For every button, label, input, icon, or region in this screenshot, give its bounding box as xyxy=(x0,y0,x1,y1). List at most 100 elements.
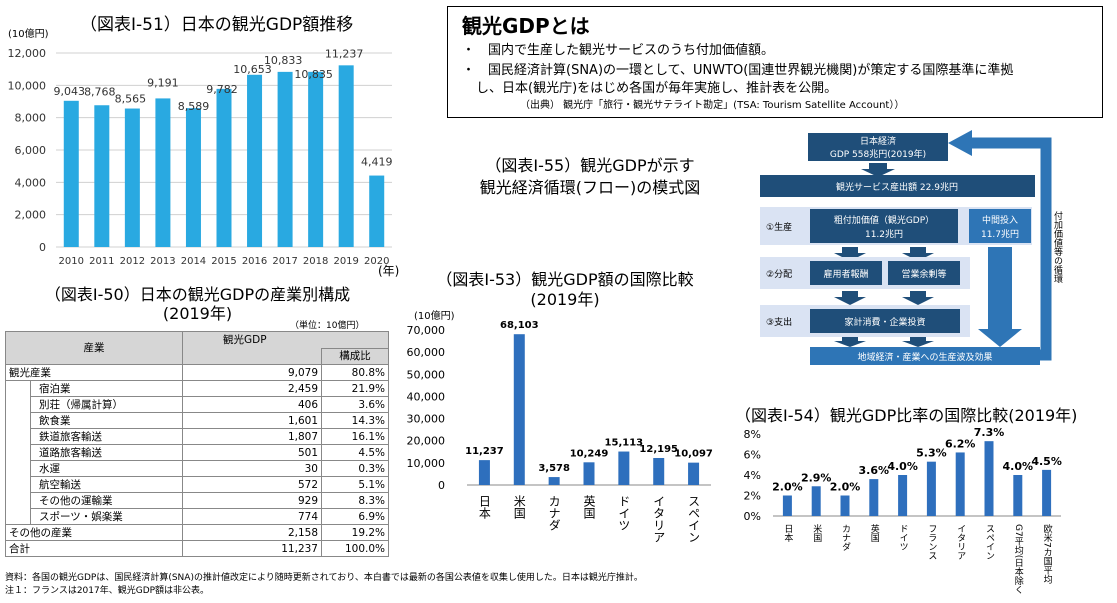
row-value: 9,079 xyxy=(182,364,322,381)
table-row: 宿泊業 2,459 21.9% xyxy=(5,380,389,397)
fig55-title-2: 観光経済循環(フロー)の模式図 xyxy=(479,178,701,197)
row-share: 14.3% xyxy=(321,412,389,429)
y-tick-label: 12,000 xyxy=(8,47,47,60)
bar xyxy=(782,495,792,516)
intermediate-arrow xyxy=(978,247,1022,347)
definition-bullet-1: ・ 国内で生産した観光サービスのうち付加価値額。 xyxy=(462,43,775,58)
row-name: 航空輸送 xyxy=(30,476,183,493)
row-value: 30 xyxy=(182,460,322,477)
definition-source: （出典） 観光庁「旅行・観光サテライト勘定」(TSA: Tourism Sate… xyxy=(520,100,905,111)
arrow-down-4a xyxy=(834,337,866,347)
bar xyxy=(1013,475,1023,516)
fig53-title-2: (2019年) xyxy=(530,290,600,309)
x-tick-label: 日本 xyxy=(477,495,491,520)
surplus-box xyxy=(888,261,960,285)
data-label: 11,237 xyxy=(465,446,504,457)
x-tick-label: 2013 xyxy=(150,256,175,267)
data-label: 10,833 xyxy=(264,54,303,67)
header-gdp: 観光GDP xyxy=(182,331,389,348)
economy-box xyxy=(808,133,948,161)
y-tick-label: 6% xyxy=(744,449,761,462)
row-name: 飲食業 xyxy=(30,412,183,429)
y-tick-label: 20,000 xyxy=(407,435,446,448)
value-added-line2: 11.2兆円 xyxy=(865,229,903,240)
x-tick-label: ドイツ xyxy=(617,495,631,531)
arrow-down-3b xyxy=(902,291,934,305)
row-share: 21.9% xyxy=(321,380,389,397)
fig50-title-2: (2019年) xyxy=(162,304,233,323)
x-tick-label: 米国 xyxy=(811,523,822,543)
table-row: 飲食業 1,601 14.3% xyxy=(5,412,389,429)
loop-arrowhead xyxy=(948,130,972,156)
row-name: 水運 xyxy=(30,460,183,477)
fig50-title-1: （図表Ⅰ-50）日本の観光GDPの産業別構成 xyxy=(44,285,351,304)
data-label: 4.0% xyxy=(1003,460,1034,473)
fig51-xunit: (年) xyxy=(378,264,400,278)
row-name: 観光産業 xyxy=(5,364,183,381)
flow-diagram: 日本経済 GDP 558兆円(2019年) 観光サービス産出額 22.9兆円 ①… xyxy=(760,130,1063,365)
bar xyxy=(338,65,354,247)
x-tick-label: スペイン xyxy=(687,495,701,543)
bar xyxy=(63,100,79,247)
table-row: 別荘（帰属計算） 406 3.6% xyxy=(5,396,389,413)
row-value: 501 xyxy=(182,444,322,461)
employee-box xyxy=(810,261,882,285)
fig50-unit: （単位：10億円） xyxy=(290,321,365,331)
x-tick-label: G7平均(日本除く) xyxy=(1013,524,1024,594)
data-label: 68,103 xyxy=(500,320,539,331)
table-row: 観光産業 9,079 80.8% xyxy=(5,364,389,381)
x-tick-label: カナダ xyxy=(840,524,851,551)
x-tick-label: 2017 xyxy=(272,256,297,267)
production-label: ①生産 xyxy=(766,221,792,233)
note-line-2: 注１：フランスは2017年、観光GDP額は非公表。 xyxy=(5,586,210,596)
fig51-chart: 0 2,000 4,000 6,000 8,000 10,000 12,000 2010 201… xyxy=(8,47,393,267)
consumption-box xyxy=(810,309,960,333)
x-tick-label: スペイン xyxy=(984,524,995,560)
y-tick-label: 6,000 xyxy=(15,144,47,157)
fig54-chart: 0% 2% 4% 6% 8% 2.0% 日本 2.9% 米国 2.0% カナダ 3.6% 英国 4.0% ド… xyxy=(744,426,1062,594)
data-label: 7.3% xyxy=(974,426,1005,439)
definition-bullet-2b: し、日本(観光庁)をはじめ各国が毎年実施し、推計表を公開。 xyxy=(476,81,838,96)
y-tick-label: 4,000 xyxy=(15,176,47,189)
y-tick-label: 50,000 xyxy=(407,368,446,381)
header-industry: 産業 xyxy=(5,331,183,365)
row-name: 宿泊業 xyxy=(30,380,183,397)
table-row: スポーツ・娯楽業 774 6.9% xyxy=(5,508,389,525)
bar xyxy=(216,88,232,247)
data-label: 5.3% xyxy=(916,447,947,460)
table-row: 鉄道旅客輸送 1,807 16.1% xyxy=(5,428,389,445)
table-row: 道路旅客輸送 501 4.5% xyxy=(5,444,389,461)
row-share: 5.1% xyxy=(321,476,389,493)
row-value: 11,237 xyxy=(182,540,322,557)
x-tick-label: 2010 xyxy=(59,256,84,267)
bar xyxy=(185,108,201,247)
y-tick-label: 0 xyxy=(438,479,445,492)
x-tick-label: 英国 xyxy=(869,523,880,543)
x-tick-label: 欧米7カ国平均 xyxy=(1042,523,1053,585)
value-added-line1: 粗付加価値（観光GDP） xyxy=(834,214,934,226)
bar xyxy=(155,98,171,247)
y-tick-label: 4% xyxy=(744,469,761,482)
header-share: 構成比 xyxy=(321,347,389,365)
employee-text: 雇用者報酬 xyxy=(823,268,868,280)
row-share: 3.6% xyxy=(321,396,389,413)
bar xyxy=(955,452,965,516)
row-share: 100.0% xyxy=(321,540,389,557)
row-name: その他の運輸業 xyxy=(30,492,183,509)
table-row: 水運 30 0.3% xyxy=(5,460,389,477)
x-tick-label: 2011 xyxy=(89,256,114,267)
bar xyxy=(277,71,293,247)
data-label: 10,097 xyxy=(674,449,713,460)
row-value: 774 xyxy=(182,508,322,525)
data-label: 4,419 xyxy=(361,156,393,169)
bar xyxy=(840,495,850,516)
y-tick-label: 0% xyxy=(744,510,761,523)
row-value: 1,601 xyxy=(182,412,322,429)
row-value: 406 xyxy=(182,396,322,413)
row-share: 80.8% xyxy=(321,364,389,381)
side-label: 付加価値等の循環 xyxy=(1052,211,1063,284)
consumption-text: 家計消費・企業投資 xyxy=(844,316,925,328)
regional-text: 地域経済・産業への生産波及効果 xyxy=(857,351,992,363)
row-share: 16.1% xyxy=(321,428,389,445)
y-tick-label: 60,000 xyxy=(407,346,446,359)
